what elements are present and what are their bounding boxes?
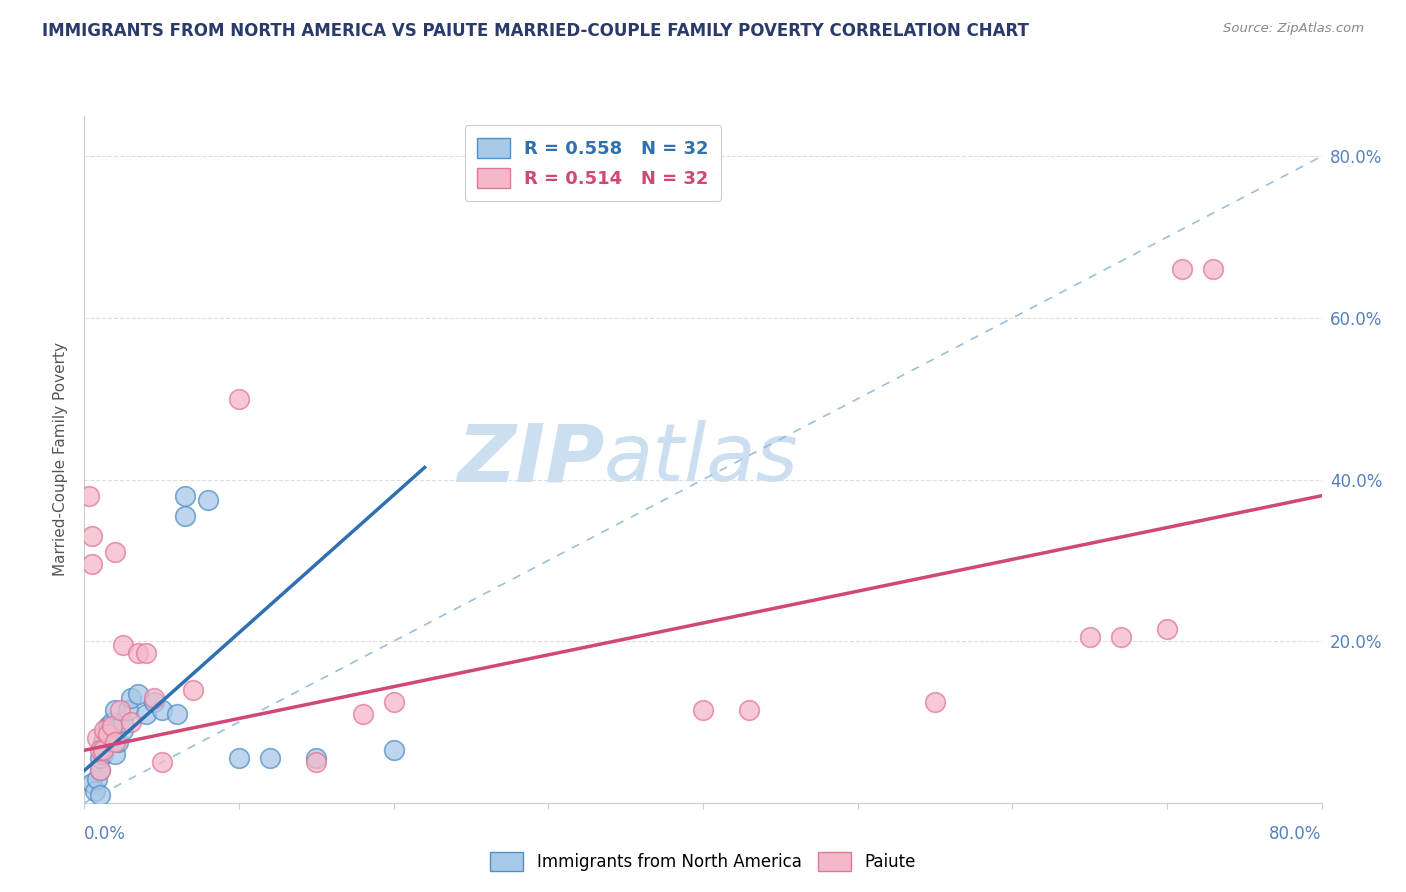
Point <box>228 392 250 406</box>
Point <box>174 508 197 523</box>
Point <box>101 719 124 733</box>
Point <box>108 703 131 717</box>
Point <box>89 764 111 778</box>
Point <box>77 489 100 503</box>
Text: IMMIGRANTS FROM NORTH AMERICA VS PAIUTE MARRIED-COUPLE FAMILY POVERTY CORRELATIO: IMMIGRANTS FROM NORTH AMERICA VS PAIUTE … <box>42 22 1029 40</box>
Point <box>924 695 946 709</box>
Point <box>228 751 250 765</box>
Point <box>128 687 150 701</box>
Point <box>150 756 173 770</box>
Point <box>143 690 166 705</box>
Text: ZIP: ZIP <box>457 420 605 499</box>
Point <box>305 756 328 770</box>
Point <box>104 545 127 559</box>
Text: atlas: atlas <box>605 420 799 499</box>
Point <box>1171 262 1194 277</box>
Point <box>143 695 166 709</box>
Y-axis label: Married-Couple Family Poverty: Married-Couple Family Poverty <box>53 343 69 576</box>
Point <box>259 751 281 765</box>
Point <box>135 706 157 721</box>
Point <box>305 751 328 765</box>
Point <box>97 719 120 733</box>
Point <box>174 489 197 503</box>
Point <box>89 764 111 778</box>
Point <box>120 714 142 729</box>
Point <box>82 558 104 572</box>
Point <box>97 723 120 737</box>
Point <box>104 747 127 762</box>
Point <box>97 727 120 741</box>
Point <box>93 723 115 737</box>
Point <box>104 735 127 749</box>
Point <box>382 743 405 757</box>
Point <box>1156 622 1178 636</box>
Point <box>738 703 761 717</box>
Point <box>150 703 173 717</box>
Point <box>91 747 114 762</box>
Point <box>112 723 135 737</box>
Point <box>1109 630 1132 644</box>
Point <box>692 703 714 717</box>
Point <box>120 690 142 705</box>
Point <box>91 735 114 749</box>
Point <box>112 638 135 652</box>
Point <box>82 775 104 789</box>
Point <box>197 492 219 507</box>
Point <box>101 714 124 729</box>
Point <box>86 772 108 786</box>
Point <box>117 703 139 717</box>
Point <box>1202 262 1225 277</box>
Point <box>97 727 120 741</box>
Point <box>89 751 111 765</box>
Point <box>382 695 405 709</box>
Point <box>352 706 374 721</box>
Point <box>166 706 188 721</box>
Point <box>86 731 108 746</box>
Point <box>135 646 157 660</box>
Point <box>128 646 150 660</box>
Legend: Immigrants from North America, Paiute: Immigrants from North America, Paiute <box>481 843 925 880</box>
Point <box>181 682 204 697</box>
Point <box>91 743 114 757</box>
Text: 0.0%: 0.0% <box>84 825 127 843</box>
Point <box>82 529 104 543</box>
Point <box>89 788 111 802</box>
Point <box>89 743 111 757</box>
Point <box>84 783 107 797</box>
Point <box>107 735 129 749</box>
Text: Source: ZipAtlas.com: Source: ZipAtlas.com <box>1223 22 1364 36</box>
Point <box>104 703 127 717</box>
Point <box>1078 630 1101 644</box>
Text: 80.0%: 80.0% <box>1270 825 1322 843</box>
Point <box>93 731 115 746</box>
Point <box>112 714 135 729</box>
Legend: R = 0.558   N = 32, R = 0.514   N = 32: R = 0.558 N = 32, R = 0.514 N = 32 <box>464 125 721 201</box>
